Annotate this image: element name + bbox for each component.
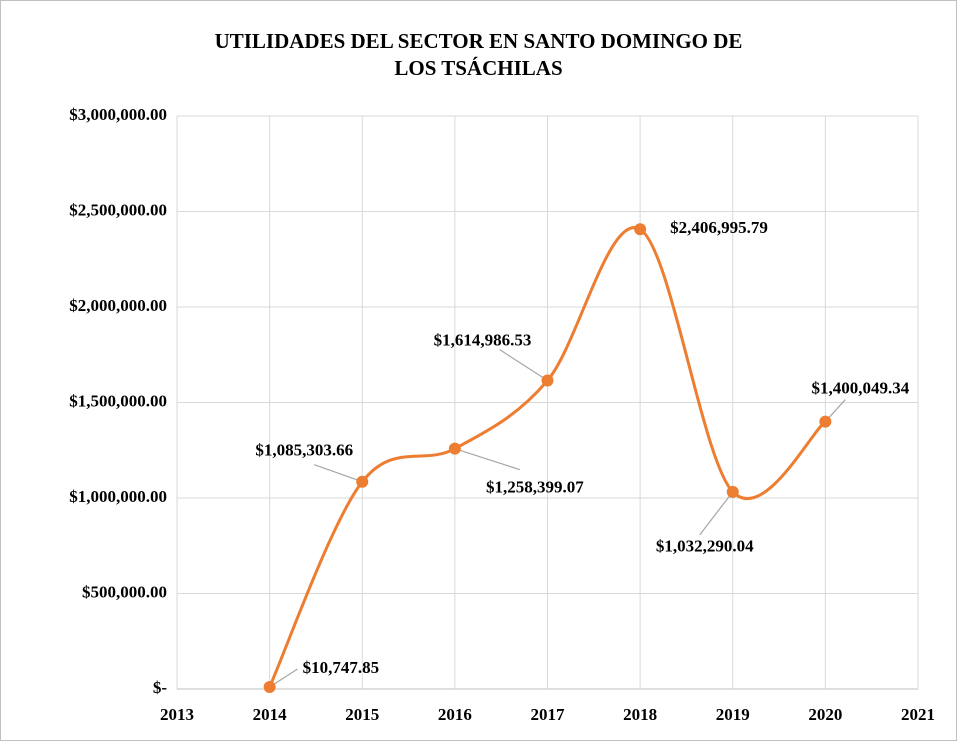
data-label: $10,747.85 [303,658,380,677]
point [634,223,647,236]
x-tick-label: 2021 [901,705,935,724]
x-tick-label: 2016 [438,705,472,724]
x-tick-label: 2014 [253,705,288,724]
point [448,442,461,455]
point [356,475,369,488]
data-label: $1,400,049.34 [812,378,910,397]
y-tick-label: $2,500,000.00 [69,200,167,219]
leader-line [454,448,521,471]
data-label: $1,085,303.66 [255,441,353,460]
data-label: $1,032,290.04 [656,537,754,556]
x-tick-label: 2015 [345,705,379,724]
x-tick-label: 2018 [623,705,657,724]
point [541,374,554,387]
x-tick-label: 2019 [716,705,750,724]
y-tick-label: $1,000,000.00 [69,487,167,506]
point [263,680,276,693]
y-tick-label: $1,500,000.00 [69,391,167,410]
leader-line [699,491,734,536]
x-tick-label: 2020 [808,705,842,724]
x-tick-label: 2017 [531,705,566,724]
leader-line [314,464,363,483]
data-label: $1,614,986.53 [434,330,532,349]
data-label: $2,406,995.79 [670,218,768,237]
y-tick-label: $3,000,000.00 [69,105,167,124]
chart-title: UTILIDADES DEL SECTOR EN SANTO DOMINGO D… [214,29,743,80]
y-tick-label: $2,000,000.00 [69,296,167,315]
leader-line [499,349,548,382]
point [819,415,832,428]
y-tick-label: $500,000.00 [82,582,167,601]
x-tick-label: 2013 [160,705,194,724]
point [726,485,739,498]
y-tick-label: $- [153,678,168,697]
data-label: $1,258,399.07 [486,478,584,497]
